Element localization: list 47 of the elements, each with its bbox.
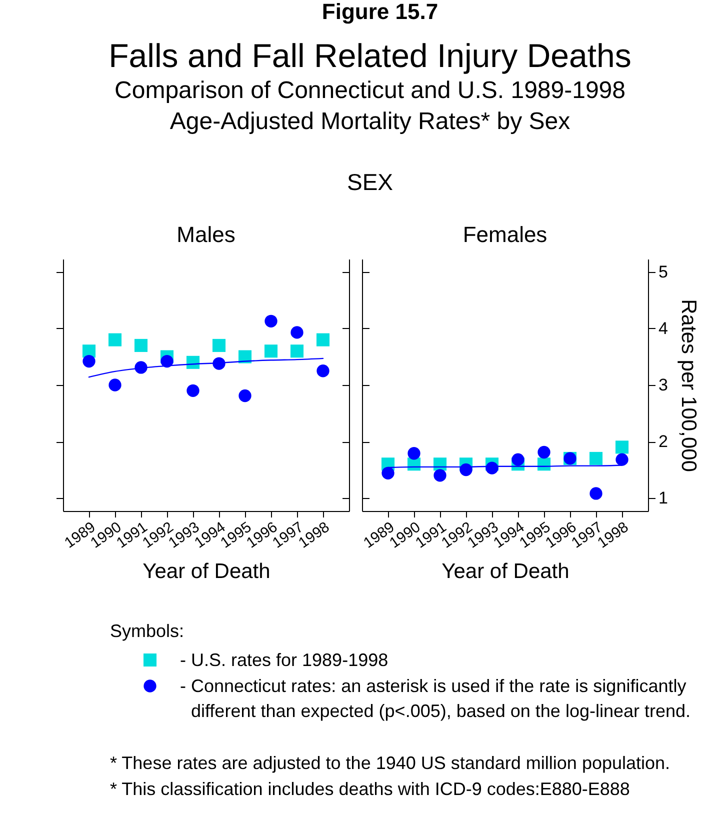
text: * These rates are adjusted to the 1940 US standard million population. (110, 753, 670, 773)
point (238, 350, 252, 364)
point (264, 344, 278, 358)
y-tick-label: 1 (658, 488, 668, 508)
y-tick-label: 4 (658, 319, 668, 338)
point (290, 326, 304, 339)
point (434, 469, 446, 482)
y-tick-label: 2 (658, 432, 668, 451)
text: Comparison of Connecticut and U.S. 1989-1998 (114, 77, 626, 104)
point (108, 333, 122, 346)
point (590, 487, 602, 500)
point (460, 463, 472, 476)
point (512, 453, 524, 466)
text: Age-Adjusted Mortality Rates* by Sex (170, 108, 570, 135)
y-tick-label: 5 (658, 262, 668, 282)
point (82, 354, 96, 368)
point (316, 333, 330, 346)
point (382, 466, 394, 480)
y-axis-title: Rates per 100,000 (676, 299, 700, 472)
point (108, 378, 122, 392)
point (186, 384, 200, 397)
point (212, 338, 226, 352)
point (264, 314, 278, 328)
chart-title: Females (462, 222, 548, 247)
text: Falls and Fall Related Injury Deaths (108, 37, 632, 74)
x-axis-title: Year of Death (142, 560, 270, 583)
point (408, 447, 420, 460)
x-axis-title: Year of Death (442, 560, 570, 583)
point (186, 356, 200, 369)
legend-title: Symbols: (110, 621, 184, 641)
point (589, 452, 603, 465)
point (316, 364, 330, 378)
y-tick-label: 3 (658, 376, 668, 394)
point (615, 440, 629, 454)
point (160, 354, 174, 368)
legend-label: - U.S. rates for 1989-1998 (180, 650, 388, 670)
caption: Figure 15.7 (322, 0, 438, 24)
point (238, 389, 252, 402)
text: * This classification includes deaths with ICD-9 codes:E880-E888 (110, 779, 630, 799)
point (134, 338, 148, 352)
chart-title: Males (176, 222, 236, 247)
text: SEX (346, 169, 394, 195)
point (538, 446, 550, 459)
point (290, 344, 304, 358)
legend-label: - Connecticut rates: an asterisk is used if the rate is significantly different than expected (p<.005), based on the log-linear trend. (180, 676, 691, 721)
point (616, 453, 628, 466)
point (486, 462, 498, 474)
